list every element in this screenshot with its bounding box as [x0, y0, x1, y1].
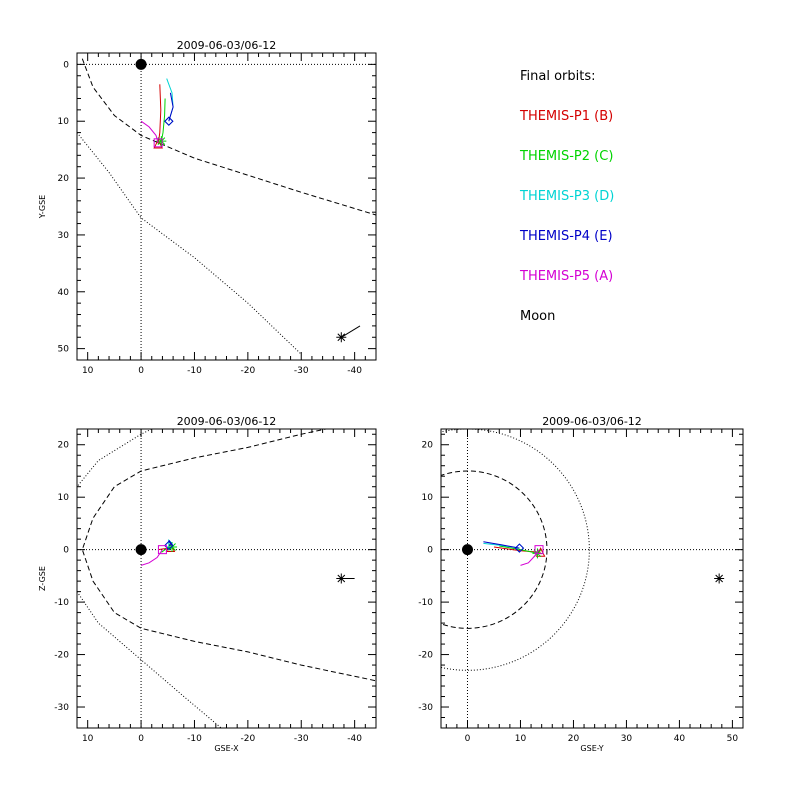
- panel-xz-xtick-label: 10: [82, 734, 94, 744]
- panel-xy-magnetopause-0: [81, 58, 376, 216]
- panel-xz-xlabel: GSE-X: [214, 744, 239, 753]
- panel-xz-ytick-label: 10: [58, 493, 70, 503]
- panel-xy-bow-shock-1: [77, 132, 302, 355]
- panel-xz-marker-p4: [164, 540, 174, 551]
- panel-yz-orbit-p2: [499, 545, 538, 554]
- panel-xy-orbit-p2: [160, 98, 166, 142]
- panel-xy-marker-p1: [153, 138, 163, 149]
- panel-xy-plot-area: [77, 53, 376, 360]
- panel-xz-ticks: [76, 429, 377, 729]
- panel-yz-marker-moon: [714, 573, 725, 584]
- panel-yz-xlabel: GSE-Y: [580, 744, 603, 753]
- panel-xz-xtick-label: -10: [187, 734, 202, 744]
- panel-xy-marker-p4: [164, 116, 174, 126]
- panel-xz: 2009-06-03/06-12 10 0 -10 -20 -30 -40 20 10 0 -10 -…: [38, 415, 377, 753]
- legend-entry-moon: Moon: [520, 309, 555, 324]
- panel-yz-frame: [440, 428, 744, 729]
- panel-xy-frame: [76, 52, 377, 361]
- panel-yz-ytick-label: 10: [422, 493, 434, 503]
- panel-xz-xtick-label: -40: [347, 734, 362, 744]
- panel-yz-plot-area: [441, 429, 743, 728]
- panel-yz-marker-p4: [514, 543, 525, 553]
- panel-xy-ticks: [76, 52, 377, 361]
- panel-yz-marker-p5: [534, 545, 544, 555]
- panel-xy-orbit-p1: [157, 84, 162, 145]
- panel-xy-ytick-label: 40: [58, 288, 70, 298]
- panel-xz-ytick-label: -30: [54, 703, 69, 713]
- panel-xz-xtick-label: 0: [138, 734, 144, 744]
- panel-yz-earth: [461, 544, 473, 556]
- panel-yz-orbit-p5: [520, 549, 540, 566]
- panel-xz-ytick-label: 20: [58, 441, 70, 451]
- panel-xz-marker-p5: [157, 545, 167, 555]
- panel-yz-bow-shock-1: [441, 429, 590, 671]
- panel-yz-ytick-label: -30: [418, 703, 433, 713]
- panel-xy-xtick-label: -20: [241, 366, 256, 376]
- panel-xy-orbit-p4: [168, 92, 174, 122]
- panel-xy-ytick-label: 20: [58, 174, 70, 184]
- legend-entry-p5: THEMIS-P5 (A): [519, 269, 613, 284]
- panel-xz-ylabel: Z-GSE: [38, 566, 47, 591]
- panel-xz-bow-shock-2: [77, 591, 222, 728]
- panel-xz-bow-shock-1: [77, 429, 153, 488]
- legend-entry-p3: THEMIS-P3 (D): [519, 189, 614, 204]
- panel-xy-marker-p3: [164, 116, 174, 126]
- panel-yz-magnetopause-0: [441, 470, 548, 629]
- panel-yz-ytick-label: 0: [427, 546, 433, 556]
- panel-yz-ytick-label: 20: [422, 441, 434, 451]
- panel-yz-xtick-label: 30: [621, 734, 633, 744]
- panel-yz-xtick-label: 0: [465, 734, 471, 744]
- panel-xz-title: 2009-06-03/06-12: [177, 415, 277, 428]
- panel-yz-xtick-label: 50: [727, 734, 739, 744]
- panel-xz-ytick-label: -10: [54, 598, 69, 608]
- panel-xy-marker-p5: [153, 138, 163, 148]
- panel-xy-earth: [135, 58, 147, 70]
- panel-xy-ytick-label: 50: [58, 345, 70, 355]
- legend-entry-p2: THEMIS-P2 (C): [519, 149, 613, 164]
- panel-xy-xtick-label: -10: [187, 366, 202, 376]
- panel-xy-marker-p2: [156, 136, 167, 147]
- panel-xy-ytick-label: 0: [63, 60, 69, 70]
- panel-yz-xtick-label: 20: [568, 734, 580, 744]
- panel-xy-orbit-moon: [341, 325, 361, 338]
- panel-xy-xtick-label: -30: [294, 366, 309, 376]
- panel-xz-magnetopause-0: [81, 429, 376, 682]
- panel-xy-xtick-label: -40: [347, 366, 362, 376]
- panel-xz-xtick-label: -30: [294, 734, 309, 744]
- legend-entry-p4: THEMIS-P4 (E): [519, 229, 613, 244]
- panel-yz-orbit-p4: [483, 541, 520, 549]
- panel-xz-ytick-label: -20: [54, 651, 69, 661]
- panel-xz-ytick-label: 0: [63, 546, 69, 556]
- panel-xy-title: 2009-06-03/06-12: [177, 39, 277, 52]
- panel-yz-title: 2009-06-03/06-12: [542, 415, 642, 428]
- panel-xy-ytick-label: 10: [58, 117, 70, 127]
- legend-entry-p1: THEMIS-P1 (B): [519, 109, 613, 124]
- panel-yz-xtick-label: 10: [515, 734, 527, 744]
- orbit-legend: Final orbits: THEMIS-P1 (B) THEMIS-P2 (C…: [519, 69, 614, 324]
- legend-title: Final orbits:: [520, 69, 596, 84]
- panel-xz-marker-p2: [167, 542, 178, 553]
- panel-xz-marker-moon: [336, 573, 347, 584]
- panel-xz-xtick-label: -20: [241, 734, 256, 744]
- panel-yz: 2009-06-03/06-12 0 10 20 30 40 50 20 10 0 -10 -20 -3…: [418, 415, 744, 753]
- panel-xy-marker-moon: [336, 332, 347, 343]
- panel-xy: 2009-06-03/06-12 10 0 -10 -20 -30 -40 0 10 20 30 40…: [38, 39, 377, 376]
- panel-xz-plot-area: [77, 429, 376, 728]
- panel-yz-ticks: [441, 429, 744, 729]
- panel-xz-frame: [76, 428, 377, 729]
- panel-yz-xtick-label: 40: [674, 734, 686, 744]
- panel-yz-ytick-label: -10: [418, 598, 433, 608]
- panel-xy-ytick-label: 30: [58, 231, 70, 241]
- panel-xy-xtick-label: 10: [82, 366, 94, 376]
- panel-xz-earth: [135, 544, 147, 556]
- panel-xy-xtick-label: 0: [138, 366, 144, 376]
- panel-yz-ytick-label: -20: [418, 651, 433, 661]
- panel-xy-ylabel: Y-GSE: [38, 195, 47, 219]
